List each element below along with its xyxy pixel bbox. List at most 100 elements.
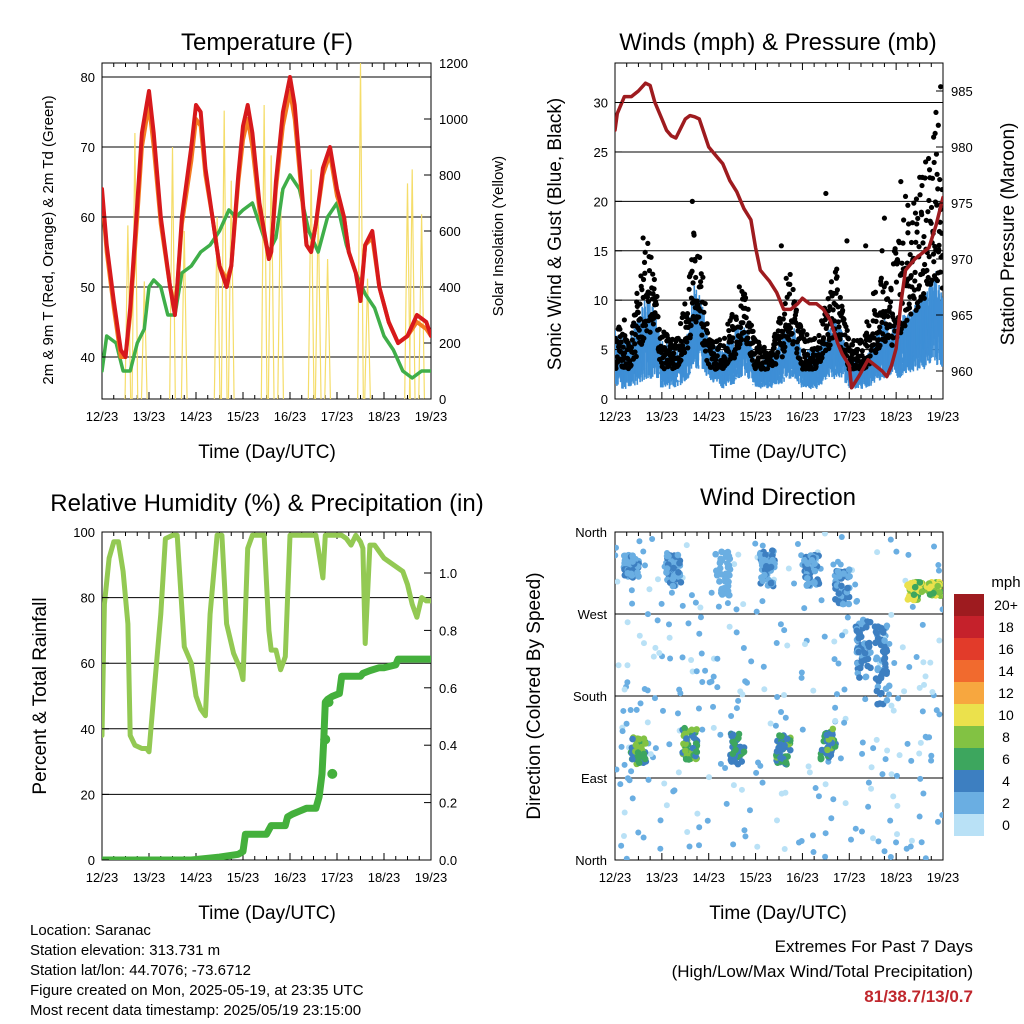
direction-point (816, 793, 822, 799)
direction-point (831, 639, 837, 645)
direction-point (869, 764, 875, 770)
direction-point (909, 838, 915, 844)
direction-point (920, 708, 926, 714)
direction-point (658, 817, 664, 823)
y2-tick-label: 1.0 (439, 566, 457, 581)
colorbar-label: 8 (1002, 729, 1010, 745)
gust-point (884, 281, 889, 286)
direction-point (732, 747, 739, 754)
y-tick-label: East (581, 771, 607, 786)
y-tick-label: South (573, 689, 607, 704)
direction-point (738, 758, 745, 765)
direction-point (806, 763, 812, 769)
direction-point (768, 564, 775, 571)
direction-point (834, 691, 840, 697)
direction-point (901, 688, 907, 694)
direction-point (741, 827, 747, 833)
speed-colorbar: mph 20+181614121086420 (954, 574, 1021, 836)
direction-point (670, 576, 677, 583)
direction-point (636, 759, 643, 766)
temperature-plot-area: 12/23 13/23 14/23 15/23 16/23 17/23 18/23 19/23… (81, 56, 468, 424)
direction-point (804, 575, 811, 582)
direction-point (786, 565, 792, 571)
gust-point (912, 296, 917, 301)
winds-title: Winds (mph) & Pressure (mb) (619, 29, 936, 56)
colorbar-swatch (954, 770, 984, 792)
direction-point (884, 747, 890, 753)
direction-point (936, 568, 942, 574)
direction-point (893, 549, 899, 555)
gust-point (873, 319, 878, 324)
humidity-precip-panel: Relative Humidity (%) & Precipitation (i… (30, 490, 484, 924)
direction-point (716, 604, 722, 610)
x-tick-label: 12/23 (599, 870, 632, 885)
direction-point (823, 830, 829, 836)
direction-point (813, 785, 819, 791)
gust-point (678, 321, 683, 326)
gust-point (915, 216, 920, 221)
gust-point (913, 210, 918, 215)
gust-point (740, 320, 745, 325)
gust-point (938, 270, 943, 275)
winds-ylabel: Sonic Wind & Gust (Blue, Black) (545, 98, 566, 370)
gust-point (917, 283, 922, 288)
direction-point (741, 748, 748, 755)
solar-spike (181, 231, 187, 399)
direction-point (614, 579, 620, 585)
extremes-values: 81/38.7/13/0.7 (672, 984, 973, 1009)
x-tick-label: 13/23 (646, 409, 679, 424)
direction-point (760, 780, 766, 786)
direction-point (653, 745, 659, 751)
y-tick-label: 20 (594, 194, 608, 209)
direction-point (778, 621, 784, 627)
direction-point (684, 829, 690, 835)
x-tick-label: 12/23 (599, 409, 632, 424)
gust-point (831, 307, 836, 312)
gust-point (840, 308, 845, 313)
gust-point (701, 310, 706, 315)
gust-point (836, 319, 841, 324)
direction-point (843, 800, 849, 806)
direction-point (725, 564, 732, 571)
direction-point (666, 621, 672, 627)
solar-spike (315, 209, 321, 399)
direction-point (652, 645, 658, 651)
direction-point (906, 664, 912, 670)
gust-point (899, 261, 904, 266)
gust-point (816, 333, 821, 338)
direction-point (622, 687, 628, 693)
direction-point (866, 640, 873, 647)
gust-point (617, 327, 622, 332)
temperature-title: Temperature (F) (181, 29, 353, 56)
gust-point (866, 323, 871, 328)
direction-point (782, 846, 788, 852)
y2-tick-label: 965 (951, 308, 973, 323)
gust-point (689, 269, 694, 274)
direction-point (731, 740, 738, 747)
gust-point (900, 241, 905, 246)
direction-point (859, 751, 865, 757)
direction-point (783, 715, 789, 721)
direction-point (613, 767, 619, 773)
direction-point (627, 777, 633, 783)
gust-point (926, 198, 931, 203)
gust-point (705, 330, 710, 335)
direction-point (735, 698, 741, 704)
gust-point (936, 123, 941, 128)
direction-point (781, 742, 788, 749)
direction-point (714, 572, 721, 579)
x-tick-label: 18/23 (368, 409, 401, 424)
gust-point (782, 344, 787, 349)
gust-point (894, 279, 899, 284)
gust-point (922, 175, 927, 180)
direction-point (709, 590, 715, 596)
gust-point (738, 325, 743, 330)
direction-point (645, 611, 651, 617)
gust-point (717, 337, 722, 342)
direction-point (731, 782, 737, 788)
direction-point (875, 838, 881, 844)
direction-point (628, 707, 634, 713)
gust-point (650, 272, 655, 277)
direction-point (879, 771, 885, 777)
direction-point (841, 686, 847, 692)
